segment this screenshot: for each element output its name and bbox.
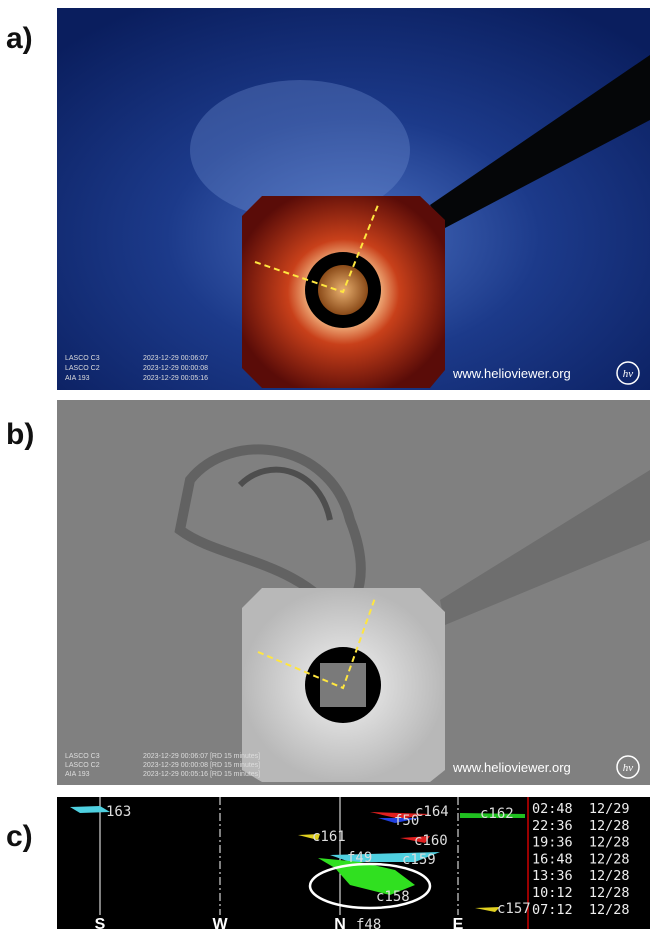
panel-label: c) [6, 820, 33, 853]
overlay-text: AIA 193 [65, 375, 90, 382]
logo: hv [623, 762, 634, 774]
overlay-text: LASCO C3 [65, 355, 100, 362]
time-label: 13:36 12/28 [532, 868, 630, 884]
time-label: 19:36 12/28 [532, 835, 630, 851]
aia-square [320, 663, 366, 707]
time-label: 07:12 12/28 [532, 902, 630, 918]
figure: a) LASCO C3 2023-12-29 00:06:07 LASCO C2… [0, 0, 657, 929]
watermark: www.helioviewer.org [452, 760, 571, 775]
event-label: f50 [394, 813, 419, 829]
event-label: c164 [415, 804, 449, 820]
overlay-text: LASCO C3 [65, 753, 100, 760]
panel-label: b) [6, 418, 34, 451]
overlay-text: AIA 193 [65, 771, 90, 778]
event-label: c158 [376, 889, 410, 905]
overlay-text: LASCO C2 [65, 365, 100, 372]
logo: hv [623, 368, 634, 380]
event-label: c160 [414, 833, 448, 849]
time-label: 02:48 12/29 [532, 801, 630, 817]
direction-label: N [334, 916, 346, 929]
overlay-text: 2023-12-29 00:00:08 [RD 15 minutes] [143, 762, 260, 769]
direction-label: E [453, 916, 464, 929]
overlay-text: 2023-12-29 00:06:07 [143, 355, 208, 362]
event-label: 163 [106, 804, 131, 820]
overlay-text: 2023-12-29 00:05:16 [RD 15 minutes] [143, 771, 260, 778]
event-label: f48 [356, 917, 381, 929]
event-label: c157 [497, 901, 531, 917]
direction-label: W [212, 916, 228, 929]
page: a) LASCO C3 2023-12-29 00:06:07 LASCO C2… [0, 0, 657, 929]
overlay-text: 2023-12-29 00:05:16 [143, 375, 208, 382]
time-label: 16:48 12/28 [532, 851, 630, 867]
event-label: c162 [480, 806, 514, 822]
overlay-text: 2023-12-29 00:06:07 [RD 15 minutes] [143, 753, 260, 760]
time-label: 22:36 12/28 [532, 818, 630, 834]
direction-label: S [95, 916, 106, 929]
overlay-text: LASCO C2 [65, 762, 100, 769]
overlay-text: 2023-12-29 00:00:08 [143, 365, 208, 372]
watermark: www.helioviewer.org [452, 366, 571, 381]
panel-label: a) [6, 22, 33, 55]
event-label: c159 [402, 852, 436, 868]
event-label: c161 [312, 829, 346, 845]
event-label: f49 [347, 850, 372, 866]
time-label: 10:12 12/28 [532, 885, 630, 901]
